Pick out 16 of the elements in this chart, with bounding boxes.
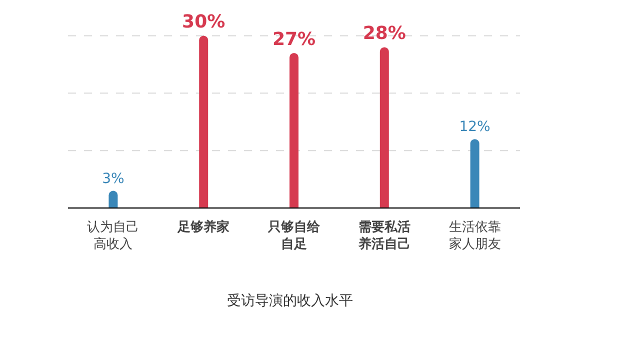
- x-tick-label: 足够养家: [176, 219, 230, 235]
- data-label: 3%: [102, 170, 124, 187]
- data-label: 30%: [182, 12, 226, 33]
- x-axis-title: 受访导演的收入水平: [227, 293, 353, 309]
- bar: [290, 52, 298, 208]
- x-tick-label: 只够自给自足: [267, 220, 321, 252]
- x-tick-label: 生活依靠家人朋友: [448, 220, 501, 252]
- data-label: 12%: [459, 119, 490, 136]
- x-tick-label: 认为自己高收入: [87, 220, 140, 252]
- x-tick-label: 需要私活养活自己: [357, 220, 410, 252]
- data-label: 28%: [362, 23, 406, 44]
- data-label: 27%: [272, 28, 316, 50]
- bar: [470, 139, 480, 208]
- bar: [108, 190, 118, 208]
- bar: [380, 47, 389, 208]
- bar: [199, 36, 208, 208]
